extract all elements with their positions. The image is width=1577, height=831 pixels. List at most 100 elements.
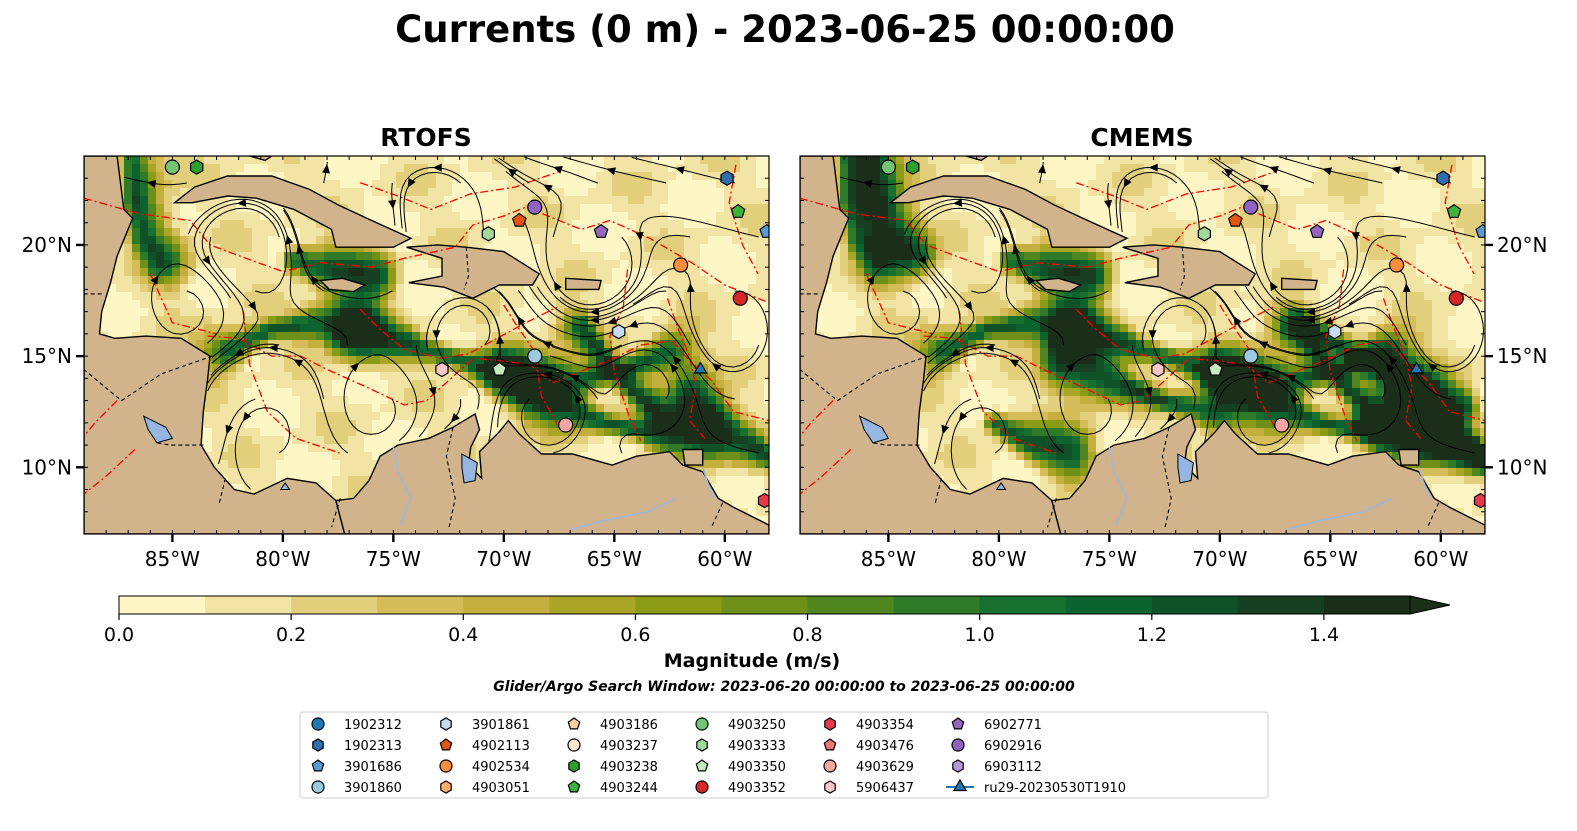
colorbar-segment: [894, 596, 981, 614]
x-tick-label: 65°W: [587, 547, 642, 571]
legend-marker: [697, 739, 707, 751]
colorbar-segment: [1066, 596, 1153, 614]
colorbar-tick-label: 0.6: [620, 624, 650, 646]
legend-marker: [312, 781, 324, 793]
colorbar-segment: [1324, 596, 1411, 614]
x-tick-label: 75°W: [366, 547, 421, 571]
x-tick-label: 85°W: [145, 547, 200, 571]
marker-5906437: [1152, 363, 1164, 377]
colorbar-segment: [291, 596, 378, 614]
legend-marker: [824, 760, 836, 772]
legend-label: 3901686: [344, 760, 402, 775]
colorbar-tick-label: 0.0: [104, 624, 134, 646]
map-body: [800, 156, 1489, 541]
marker-5906437: [436, 363, 448, 377]
marker-4903629: [559, 418, 573, 432]
legend-label: 4903237: [600, 739, 658, 754]
marker-1902313: [721, 171, 733, 185]
x-tick-label: 85°W: [861, 547, 916, 571]
legend-marker: [825, 718, 835, 730]
x-tick-label: 60°W: [1413, 547, 1468, 571]
colorbar-segment: [463, 596, 550, 614]
legend-label: 4903352: [728, 781, 786, 796]
marker-6902916: [528, 200, 542, 214]
legend-label: 4902113: [472, 739, 530, 754]
legend-label: 4903354: [856, 718, 914, 733]
marker-4903238: [907, 160, 919, 174]
legend-marker: [953, 760, 963, 772]
colorbar-segment: [980, 596, 1067, 614]
colorbar-extend-arrow: [1410, 596, 1450, 614]
legend-label: 3901860: [344, 781, 402, 796]
legend-marker: [952, 739, 964, 751]
colorbar-label: Magnitude (m/s): [664, 650, 841, 672]
colorbar-segment: [808, 596, 895, 614]
colorbar-segment: [119, 596, 206, 614]
legend-label: 1902312: [344, 718, 402, 733]
legend-label: 4902534: [472, 760, 530, 775]
marker-3901860: [528, 349, 542, 363]
legend-marker: [696, 718, 708, 730]
colorbar-segment: [1152, 596, 1239, 614]
colorbar-segment: [377, 596, 464, 614]
y-tick-label: 15°N: [22, 344, 72, 368]
legend-marker: [312, 718, 324, 730]
marker-4903250: [165, 160, 179, 174]
colorbar-tick-label: 1.2: [1137, 624, 1167, 646]
colorbar-segment: [635, 596, 722, 614]
x-tick-label: 75°W: [1082, 547, 1137, 571]
legend-marker: [569, 760, 579, 772]
colorbar-tick-label: 1.0: [965, 624, 995, 646]
legend-label: 6903112: [984, 760, 1042, 775]
colorbar-segment: [1238, 596, 1325, 614]
legend-label: ru29-20230530T1910: [984, 781, 1126, 796]
y-tick-label: 10°N: [1497, 455, 1547, 479]
legend-label: 4903476: [856, 739, 914, 754]
x-tick-label: 70°W: [1192, 547, 1247, 571]
legend-label: 4903629: [856, 760, 914, 775]
search-window-subtitle: Glider/Argo Search Window: 2023-06-20 00…: [493, 679, 1075, 695]
marker-4903629: [1275, 418, 1289, 432]
x-tick-label: 80°W: [971, 547, 1026, 571]
marker-4903250: [881, 160, 895, 174]
marker-4903333: [482, 227, 494, 241]
colorbar-segment: [721, 596, 808, 614]
marker-4903352: [733, 291, 747, 305]
marker-6902916: [1244, 200, 1258, 214]
legend-label: 6902916: [984, 739, 1042, 754]
legend-label: 1902313: [344, 739, 402, 754]
legend-marker: [568, 739, 580, 751]
marker-4903238: [191, 160, 203, 174]
legend-label: 4903244: [600, 781, 658, 796]
map-body: [84, 156, 773, 541]
x-tick-label: 65°W: [1303, 547, 1358, 571]
legend-label: 4903238: [600, 760, 658, 775]
colorbar-tick-label: 0.4: [448, 624, 478, 646]
legend-label: 4903186: [600, 718, 658, 733]
colorbar-tick-label: 0.2: [276, 624, 306, 646]
y-tick-label: 15°N: [1497, 344, 1547, 368]
x-tick-label: 70°W: [476, 547, 531, 571]
marker-4903333: [1198, 227, 1210, 241]
marker-3901861: [613, 325, 625, 339]
legend-label: 3901861: [472, 718, 530, 733]
marker-4902534: [1390, 258, 1404, 272]
marker-3901861: [1329, 325, 1341, 339]
marker-3901860: [1244, 349, 1258, 363]
legend-marker: [825, 781, 835, 793]
legend-marker: [313, 739, 323, 751]
legend-label: 4903350: [728, 760, 786, 775]
legend-label: 4903250: [728, 718, 786, 733]
y-tick-label: 20°N: [1497, 233, 1547, 257]
colorbar-tick-label: 0.8: [792, 624, 822, 646]
legend-label: 4903333: [728, 739, 786, 754]
legend-marker: [441, 781, 451, 793]
legend-label: 6902771: [984, 718, 1042, 733]
legend-marker: [441, 718, 451, 730]
figure-title: Currents (0 m) - 2023-06-25 00:00:00: [395, 8, 1175, 51]
colorbar-segment: [205, 596, 292, 614]
